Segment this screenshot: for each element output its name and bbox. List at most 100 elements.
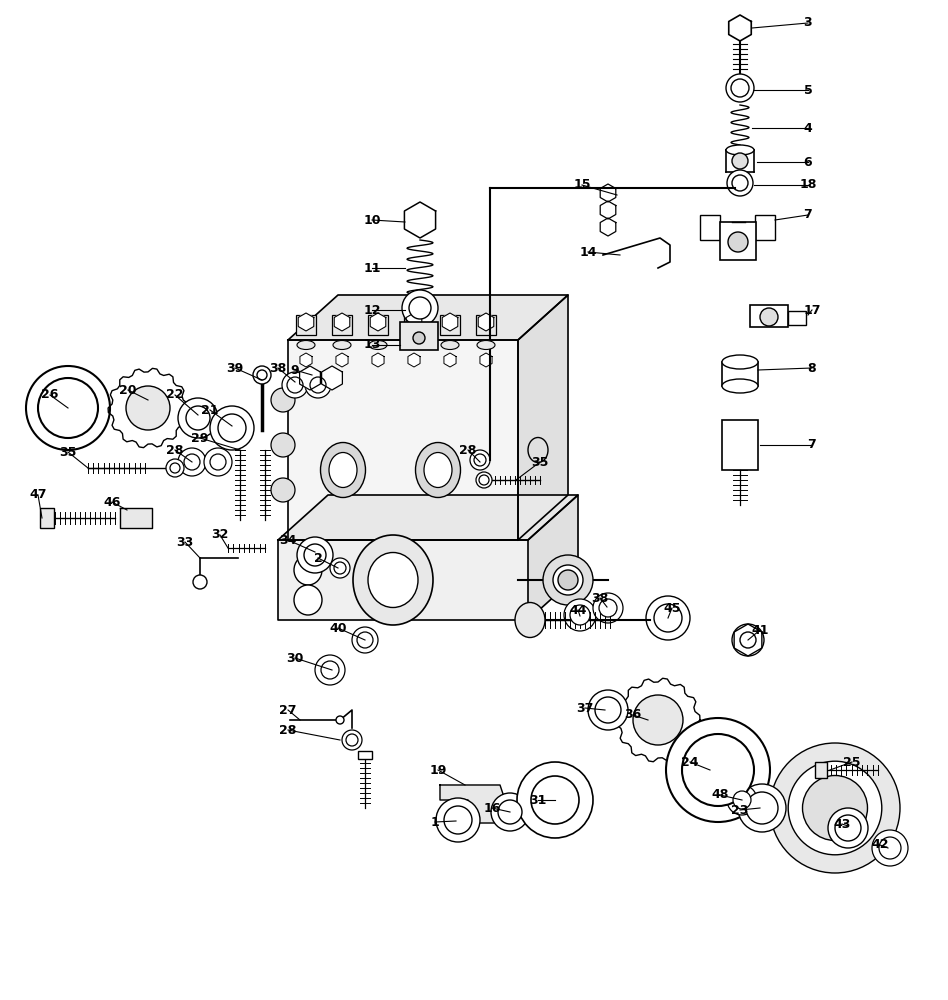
Ellipse shape (369, 340, 387, 350)
Text: 14: 14 (579, 245, 596, 258)
Bar (720, 222, 756, 260)
Text: 32: 32 (211, 528, 228, 542)
Text: 34: 34 (280, 534, 297, 546)
Polygon shape (442, 313, 458, 331)
Circle shape (682, 734, 754, 806)
Ellipse shape (722, 379, 758, 393)
Circle shape (204, 448, 232, 476)
Polygon shape (371, 313, 386, 331)
Circle shape (732, 624, 764, 656)
Circle shape (253, 366, 271, 384)
Text: 42: 42 (871, 838, 888, 852)
Circle shape (444, 806, 472, 834)
Text: 29: 29 (191, 432, 209, 444)
Circle shape (271, 478, 295, 502)
Bar (476, 315, 496, 335)
Text: 12: 12 (363, 304, 381, 316)
Circle shape (498, 800, 522, 824)
Text: 33: 33 (176, 536, 193, 548)
Bar (722, 420, 758, 470)
Circle shape (287, 377, 303, 393)
Text: 47: 47 (29, 488, 46, 502)
Text: 37: 37 (576, 702, 593, 714)
Circle shape (218, 414, 246, 442)
Text: 23: 23 (731, 804, 749, 816)
Polygon shape (406, 313, 422, 331)
Ellipse shape (294, 585, 322, 615)
Circle shape (732, 175, 748, 191)
Circle shape (599, 599, 617, 617)
Ellipse shape (333, 340, 351, 350)
Text: 25: 25 (844, 756, 861, 768)
Circle shape (186, 406, 210, 430)
Ellipse shape (424, 452, 452, 488)
Text: 28: 28 (166, 444, 184, 456)
Polygon shape (440, 785, 505, 823)
Text: 44: 44 (569, 603, 587, 616)
Polygon shape (321, 366, 342, 390)
Circle shape (271, 388, 295, 412)
Text: 24: 24 (682, 756, 699, 768)
Text: 19: 19 (429, 764, 447, 776)
Ellipse shape (726, 145, 754, 155)
Polygon shape (734, 624, 762, 656)
Circle shape (646, 596, 690, 640)
Polygon shape (444, 353, 456, 367)
Ellipse shape (415, 442, 461, 497)
Text: 31: 31 (529, 794, 547, 806)
Polygon shape (408, 353, 420, 367)
Text: 38: 38 (269, 361, 286, 374)
Ellipse shape (353, 535, 433, 625)
Text: 48: 48 (711, 788, 729, 802)
Circle shape (788, 761, 882, 855)
Text: 22: 22 (166, 388, 184, 401)
Ellipse shape (515, 602, 545, 638)
Text: 7: 7 (808, 438, 816, 452)
Circle shape (193, 575, 207, 589)
Bar (750, 305, 788, 327)
Text: 10: 10 (363, 214, 381, 227)
Polygon shape (335, 313, 350, 331)
Text: 1: 1 (430, 816, 439, 828)
Circle shape (740, 632, 756, 648)
Circle shape (282, 372, 308, 398)
Text: 18: 18 (799, 178, 816, 192)
Bar (815, 762, 827, 778)
Circle shape (210, 406, 254, 450)
Circle shape (305, 372, 331, 398)
Bar (400, 322, 438, 350)
Circle shape (436, 798, 480, 842)
Text: 46: 46 (103, 495, 120, 508)
Polygon shape (600, 184, 616, 202)
Circle shape (593, 593, 623, 623)
Text: 38: 38 (592, 591, 609, 604)
Circle shape (727, 170, 753, 196)
Polygon shape (299, 313, 314, 331)
Bar (440, 315, 460, 335)
Circle shape (731, 79, 749, 97)
Text: 27: 27 (280, 704, 297, 716)
Circle shape (315, 655, 345, 685)
Bar (368, 315, 388, 335)
Circle shape (727, 785, 757, 815)
Circle shape (570, 605, 590, 625)
Ellipse shape (441, 340, 459, 350)
Circle shape (413, 332, 425, 344)
Circle shape (553, 565, 583, 595)
Polygon shape (480, 353, 492, 367)
Text: 35: 35 (531, 456, 549, 468)
Ellipse shape (368, 552, 418, 607)
Circle shape (479, 475, 489, 485)
Bar (296, 315, 316, 335)
Circle shape (271, 433, 295, 457)
Polygon shape (372, 353, 384, 367)
Text: 39: 39 (227, 361, 244, 374)
Circle shape (470, 450, 490, 470)
Circle shape (732, 153, 748, 169)
Polygon shape (288, 295, 568, 340)
Circle shape (357, 632, 373, 648)
Text: 7: 7 (804, 209, 812, 222)
Bar (788, 311, 806, 325)
Polygon shape (278, 495, 578, 540)
Text: 8: 8 (808, 361, 816, 374)
